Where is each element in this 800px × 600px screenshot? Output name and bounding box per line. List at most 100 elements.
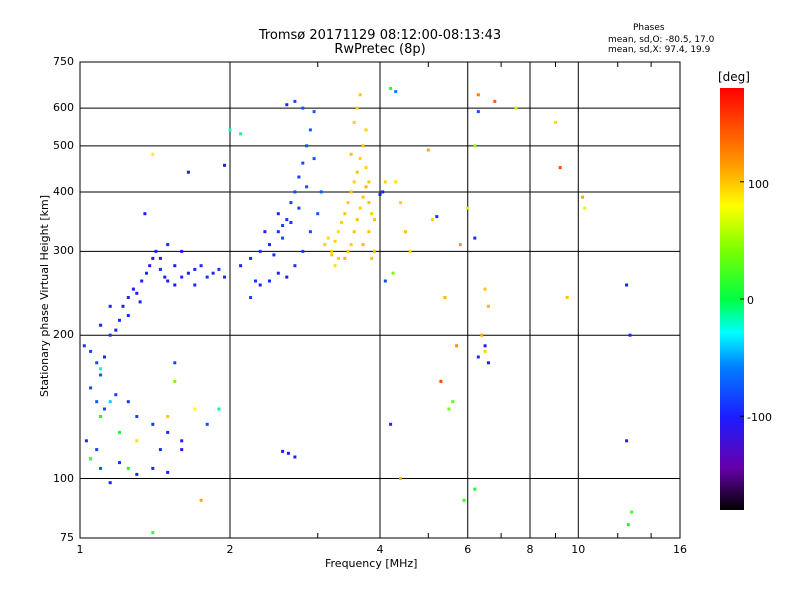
data-point-o — [151, 256, 155, 260]
data-point-o — [199, 264, 203, 268]
data-point-x — [367, 201, 371, 205]
data-point-o — [293, 455, 297, 459]
data-point-x — [333, 264, 337, 268]
data-point-o — [173, 283, 177, 287]
data-point-x — [389, 86, 393, 90]
data-point-o — [193, 283, 197, 287]
data-point-x — [473, 144, 477, 148]
data-point-x — [352, 120, 356, 124]
data-point-x — [367, 180, 371, 184]
data-point-o — [476, 355, 480, 359]
data-point-x — [193, 407, 197, 411]
data-point-x — [581, 195, 585, 199]
x-tick-label: 10 — [571, 543, 586, 556]
data-point-x — [383, 180, 387, 184]
data-point-o — [193, 267, 197, 271]
data-point-x — [108, 400, 112, 404]
data-point-x — [340, 221, 344, 224]
data-point-o — [281, 449, 285, 453]
data-point-x — [458, 243, 462, 247]
data-point-o — [258, 249, 262, 253]
data-point-o — [268, 279, 271, 283]
data-point-o — [118, 461, 121, 465]
data-point-o — [103, 355, 106, 359]
data-point-o — [272, 253, 276, 257]
data-point-o — [205, 275, 209, 279]
data-point-o — [625, 283, 629, 287]
data-point-o — [473, 236, 477, 240]
data-point-o — [99, 466, 103, 470]
data-point-x — [370, 256, 374, 260]
data-point-o — [145, 271, 148, 275]
data-point-x — [173, 379, 177, 383]
plot-frame — [79, 61, 681, 539]
data-point-o — [312, 110, 316, 114]
data-point-o — [99, 373, 103, 377]
data-point-x — [166, 415, 170, 418]
data-point-x — [426, 148, 430, 152]
data-point-x — [473, 487, 477, 491]
data-point-o — [166, 243, 170, 247]
data-point-x — [135, 439, 139, 443]
data-point-o — [108, 481, 112, 485]
data-point-x — [352, 180, 356, 184]
data-point-o — [293, 264, 297, 268]
data-point-o — [135, 291, 139, 295]
data-point-x — [443, 296, 447, 299]
data-point-o — [301, 161, 305, 165]
colorbar-tick-0: 0 — [747, 294, 754, 307]
x-tick-label: 2 — [226, 543, 234, 556]
data-point-o — [289, 201, 293, 205]
data-point-o — [381, 190, 385, 194]
data-point-x — [514, 106, 518, 110]
data-point-x — [330, 249, 334, 253]
y-tick-label: 600 — [53, 101, 74, 115]
data-point-x — [565, 296, 569, 299]
data-point-x — [394, 180, 398, 184]
data-point-x — [466, 206, 470, 210]
data-point-x — [228, 128, 232, 132]
y-tick-label: 300 — [53, 244, 74, 258]
data-point-o — [158, 267, 162, 271]
data-point-x — [326, 236, 330, 240]
data-point-o — [186, 170, 190, 174]
data-point-x — [361, 195, 365, 199]
data-point-x — [349, 152, 353, 156]
scatter-points — [82, 86, 634, 535]
data-point-o — [476, 110, 480, 114]
data-point-o — [151, 422, 155, 426]
data-point-o — [95, 361, 99, 365]
data-point-x — [583, 206, 587, 210]
data-point-o — [394, 90, 398, 94]
data-point-o — [625, 439, 629, 443]
data-point-x — [455, 344, 459, 348]
y-tick-label: 200 — [53, 328, 74, 342]
data-point-x — [358, 157, 362, 161]
data-point-o — [166, 470, 170, 474]
y-tick-label: 400 — [53, 184, 74, 198]
y-tick-label: 100 — [53, 471, 74, 485]
data-point-o — [285, 103, 289, 107]
data-point-o — [148, 264, 152, 268]
data-point-o — [114, 328, 118, 332]
x-tick-label: 4 — [376, 543, 384, 556]
plot-grid — [79, 61, 681, 539]
data-point-x — [336, 230, 340, 234]
data-point-o — [163, 275, 167, 279]
y-axis-label-text: Stationary phase Virtual Height [km] — [38, 194, 51, 397]
data-point-o — [628, 333, 632, 337]
data-point-x — [355, 170, 359, 174]
x-tick-label: 6 — [464, 543, 472, 556]
data-point-o — [293, 99, 297, 103]
data-point-o — [151, 466, 155, 470]
y-tick-label: 75 — [60, 531, 74, 544]
data-point-x — [355, 218, 359, 222]
data-point-o — [254, 279, 257, 283]
data-point-o — [305, 185, 309, 189]
data-point-o — [143, 212, 147, 216]
colorbar-unit: [deg] — [718, 70, 750, 84]
data-point-x — [199, 498, 203, 502]
data-point-o — [293, 190, 297, 194]
data-point-x — [364, 185, 368, 189]
